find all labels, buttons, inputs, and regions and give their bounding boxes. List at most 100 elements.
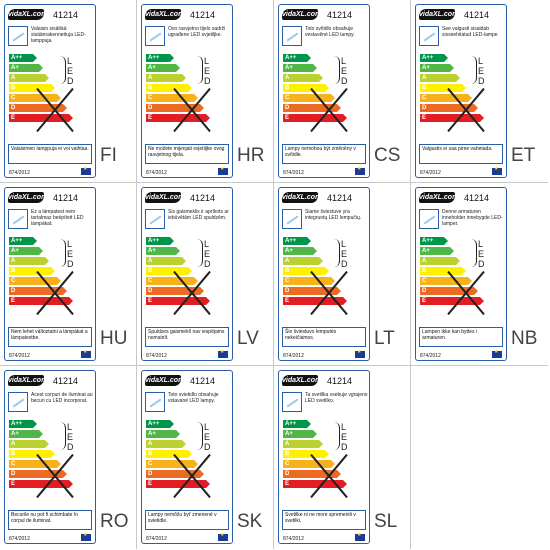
- regulation-number: 874/2012: [9, 170, 30, 176]
- efficiency-bar: A: [420, 257, 460, 265]
- efficiency-class-text: A++: [422, 238, 434, 244]
- product-code: 41214: [190, 376, 216, 386]
- led-brace: [196, 239, 203, 267]
- lamp-tube-icon: [12, 398, 25, 408]
- efficiency-class-text: E: [422, 298, 427, 304]
- efficiency-bar: A+: [146, 64, 180, 72]
- efficiency-bar: A+: [420, 64, 454, 72]
- led-letter: D: [67, 442, 74, 452]
- efficiency-class-text: A++: [11, 421, 23, 427]
- led-letter: D: [204, 259, 211, 269]
- language-code: ET: [511, 145, 536, 166]
- led-letter: D: [341, 76, 348, 86]
- regulation-number: 874/2012: [146, 536, 167, 542]
- label-cell: vidaXL.com 41214 Toto svítidlo obsahuje ve…: [274, 0, 411, 183]
- led-letter: D: [341, 442, 348, 452]
- led-brace: [196, 422, 203, 450]
- label-description: Denne armaturen inneholder innebygde LED…: [442, 209, 503, 227]
- efficiency-class-text: B: [148, 451, 153, 457]
- efficiency-class-text: C: [148, 461, 153, 467]
- led-letter: L: [67, 56, 73, 66]
- efficiency-class-text: D: [148, 105, 153, 111]
- efficiency-bar: A+: [9, 64, 43, 72]
- efficiency-class-text: A++: [285, 238, 297, 244]
- product-code: 41214: [53, 376, 79, 386]
- efficiency-class-text: A++: [285, 55, 297, 61]
- efficiency-scale: A++ A+ A B C D E L E D: [283, 237, 367, 321]
- label-description: Šis gaismeklis ir aprīkots ar iebūvētām …: [168, 209, 229, 221]
- efficiency-class-text: A+: [11, 65, 19, 71]
- not-applicable-cross-icon: [172, 86, 212, 134]
- led-letter: D: [341, 259, 348, 269]
- lamp-icon: [282, 392, 302, 412]
- regulation-number: 874/2012: [9, 353, 30, 359]
- regulation-number: 874/2012: [146, 170, 167, 176]
- efficiency-class-text: E: [285, 298, 290, 304]
- not-applicable-cross-icon: [446, 86, 486, 134]
- efficiency-class-text: A+: [148, 65, 156, 71]
- efficiency-class-text: A++: [422, 55, 434, 61]
- lamp-tube-icon: [286, 32, 299, 42]
- led-letter: L: [204, 56, 210, 66]
- led-letter: D: [204, 442, 211, 452]
- efficiency-class-text: A++: [11, 55, 23, 61]
- label-cell: vidaXL.com 41214 Denne armaturen inneholde…: [411, 183, 548, 366]
- efficiency-scale: A++ A+ A B C D E L E D: [146, 420, 230, 504]
- efficiency-bar: A: [283, 440, 323, 448]
- efficiency-scale: A++ A+ A B C D E L E D: [146, 237, 230, 321]
- efficiency-bar: A: [9, 440, 49, 448]
- regulation-number: 874/2012: [146, 353, 167, 359]
- eu-flag-icon: [355, 166, 365, 175]
- energy-label: vidaXL.com 41214 Denne armaturen inneholde…: [415, 187, 507, 361]
- led-letter: E: [204, 249, 211, 259]
- efficiency-class-text: A++: [148, 421, 160, 427]
- efficiency-bar: A+: [283, 64, 317, 72]
- label-description: Ovo rasvjetno tijelo sadrži ugrađene LED…: [168, 26, 226, 38]
- efficiency-scale: A++ A+ A B C D E L E D: [283, 420, 367, 504]
- not-applicable-cross-icon: [309, 452, 349, 500]
- not-applicable-cross-icon: [172, 452, 212, 500]
- efficiency-bar: A++: [9, 54, 37, 62]
- efficiency-bar: A: [9, 257, 49, 265]
- lamp-icon: [419, 209, 439, 229]
- efficiency-bar: A: [283, 74, 323, 82]
- efficiency-class-text: D: [285, 471, 290, 477]
- led-brace: [470, 56, 477, 84]
- led-letter: D: [67, 76, 74, 86]
- efficiency-bar: A: [9, 74, 49, 82]
- efficiency-bar: A++: [146, 54, 174, 62]
- efficiency-class-text: A: [285, 258, 290, 264]
- efficiency-bar: A: [146, 74, 186, 82]
- brand-logo: vidaXL.com: [145, 9, 185, 20]
- efficiency-bar: A: [146, 440, 186, 448]
- efficiency-class-text: B: [11, 85, 16, 91]
- language-code: RO: [100, 511, 129, 532]
- led-letter: E: [67, 66, 74, 76]
- efficiency-class-text: C: [11, 95, 16, 101]
- efficiency-bar: A+: [420, 247, 454, 255]
- regulation-number: 874/2012: [9, 536, 30, 542]
- label-cell: vidaXL.com 41214 Ez a lámpatest nem tartal…: [0, 183, 137, 366]
- efficiency-class-text: C: [11, 461, 16, 467]
- not-applicable-cross-icon: [35, 452, 75, 500]
- eu-flag-icon: [81, 532, 91, 541]
- efficiency-class-text: A+: [11, 248, 19, 254]
- efficiency-class-text: E: [148, 298, 153, 304]
- brand-logo: vidaXL.com: [282, 9, 322, 20]
- led-letter: D: [204, 76, 211, 86]
- efficiency-class-text: B: [422, 85, 427, 91]
- regulation-number: 874/2012: [283, 170, 304, 176]
- lamp-tube-icon: [286, 215, 299, 225]
- label-description: Toto svítidlo obsahuje vestavěné LED lam…: [305, 26, 355, 38]
- label-note: Lampy nemôžu byť zmenené v svietidle.: [145, 510, 229, 530]
- led-letter: E: [67, 432, 74, 442]
- efficiency-class-text: B: [285, 85, 290, 91]
- led-letter: L: [478, 56, 484, 66]
- led-letter: E: [478, 66, 485, 76]
- led-letter: L: [341, 56, 347, 66]
- efficiency-class-text: B: [11, 451, 16, 457]
- efficiency-scale: A++ A+ A B C D E L E D: [9, 420, 93, 504]
- efficiency-bar: A++: [9, 237, 37, 245]
- lamp-tube-icon: [149, 398, 162, 408]
- eu-flag-icon: [355, 532, 365, 541]
